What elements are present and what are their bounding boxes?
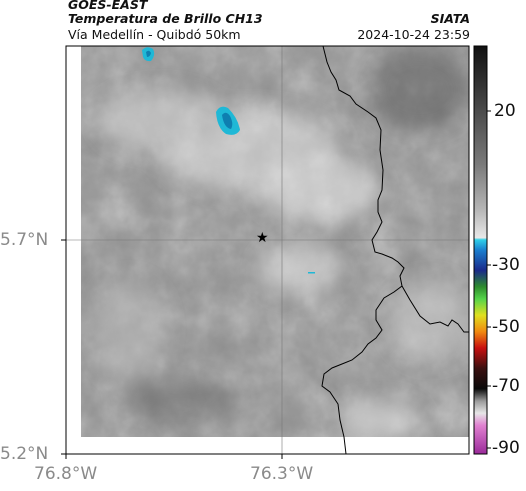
colorbar-tick-neg70: -70 <box>492 376 520 396</box>
colorbar <box>473 45 488 455</box>
colorbar-tick-neg30: -30 <box>492 255 520 275</box>
satellite-title: GOES-EAST <box>68 0 148 12</box>
datetime-label: 2024-10-24 23:59 <box>357 27 470 42</box>
cold-cloud-speck <box>308 272 315 274</box>
product-title: Temperatura de Brillo CH13 <box>68 11 263 26</box>
organization-label: SIATA <box>430 11 470 26</box>
lon-tick-76-3: 76.3°W <box>250 464 314 484</box>
colorbar-tick-neg50: -50 <box>492 317 520 337</box>
department-border <box>321 45 405 455</box>
brightness-temperature-field <box>81 46 469 437</box>
colorbar-tick-20: 20 <box>494 101 516 121</box>
lon-tick-76-8: 76.8°W <box>34 464 98 484</box>
department-border-east <box>401 285 469 333</box>
lat-tick-5-7: 5.7°N <box>0 230 49 250</box>
colorbar-tick-neg90: -90 <box>492 438 520 458</box>
star-marker: ★ <box>256 230 269 246</box>
map-frame <box>65 45 470 455</box>
region-subtitle: Vía Medellín - Quibdó 50km <box>68 27 241 42</box>
lat-tick-5-2: 5.2°N <box>0 444 49 464</box>
